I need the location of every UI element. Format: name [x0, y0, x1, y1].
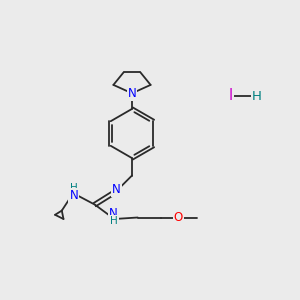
Text: N: N	[109, 207, 118, 220]
Text: N: N	[128, 87, 136, 100]
Text: N: N	[112, 183, 121, 196]
Text: H: H	[110, 216, 118, 226]
Text: H: H	[252, 89, 261, 103]
Text: H: H	[70, 183, 78, 193]
Text: I: I	[229, 88, 233, 104]
Text: N: N	[69, 189, 78, 202]
Text: O: O	[174, 211, 183, 224]
